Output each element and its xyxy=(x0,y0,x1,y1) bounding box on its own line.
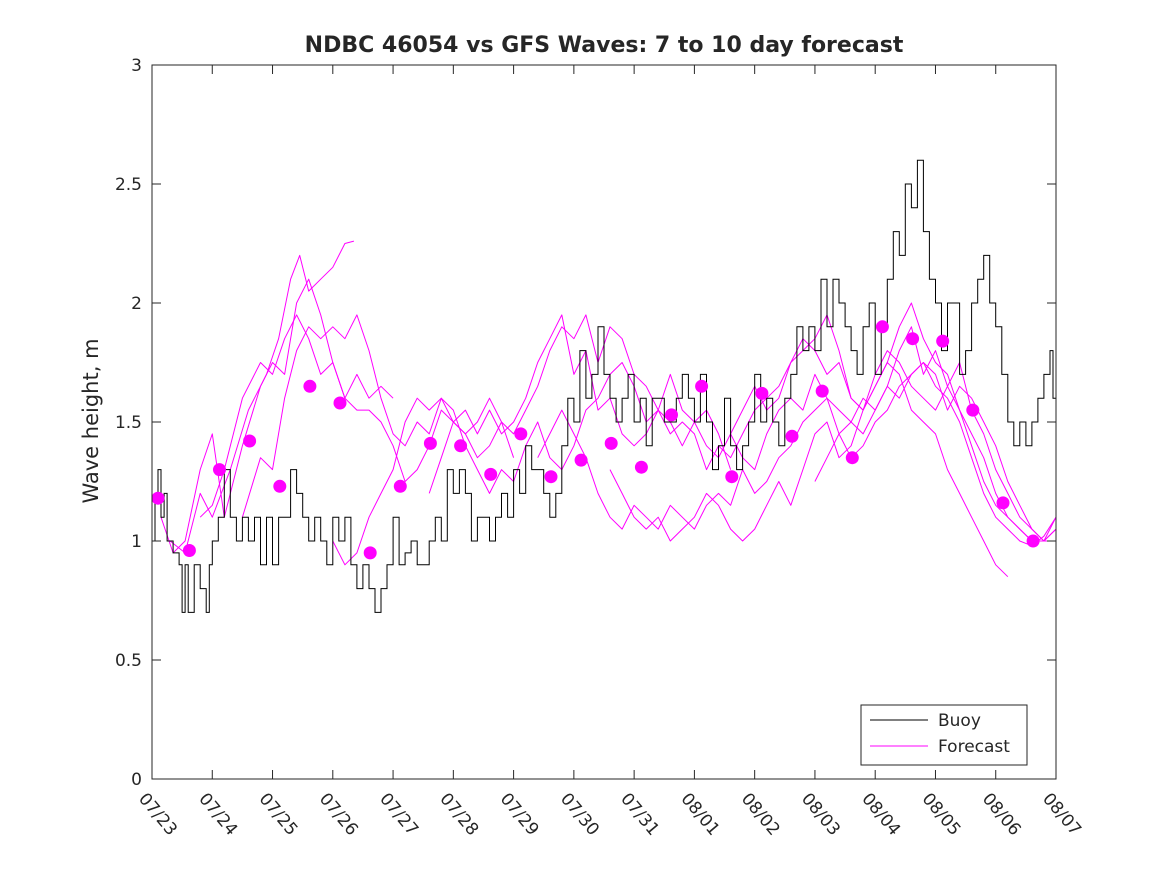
forecast-marker-10 xyxy=(423,436,437,450)
forecast-marker-19 xyxy=(695,379,709,393)
forecast-marker-22 xyxy=(785,429,799,443)
y-tick-label-3: 1.5 xyxy=(115,413,142,433)
forecast-line-2 xyxy=(169,240,355,554)
forecast-line-4 xyxy=(241,314,732,518)
forecast-marker-1 xyxy=(151,491,165,505)
forecast-marker-4 xyxy=(243,434,257,448)
forecast-marker-7 xyxy=(333,396,347,410)
forecast-marker-28 xyxy=(966,403,980,417)
forecast-line-1 xyxy=(160,278,394,554)
forecast-marker-9 xyxy=(393,479,407,493)
y-tick-label-1: 0.5 xyxy=(115,651,142,671)
forecast-marker-26 xyxy=(906,332,920,346)
legend-forecast-label: Forecast xyxy=(938,737,1010,757)
forecast-marker-3 xyxy=(213,463,226,477)
forecast-marker-5 xyxy=(273,479,287,493)
forecast-marker-23 xyxy=(815,384,829,398)
forecast-line-8 xyxy=(609,350,1057,542)
forecast-marker-2 xyxy=(182,544,196,557)
forecast-marker-17 xyxy=(634,460,648,474)
forecast-marker-8 xyxy=(363,546,377,560)
legend-buoy-label: Buoy xyxy=(938,711,981,731)
y-tick-label-5: 2.5 xyxy=(115,175,142,195)
forecast-marker-15 xyxy=(574,453,588,467)
forecast-marker-27 xyxy=(936,334,950,348)
y-tick-label-6: 3 xyxy=(131,56,142,76)
forecast-marker-20 xyxy=(725,470,739,484)
y-axis-label: Wave height, m xyxy=(79,338,103,503)
forecast-line-10 xyxy=(814,362,1056,542)
buoy-line xyxy=(152,159,1057,613)
forecast-line-6 xyxy=(428,302,1057,542)
forecast-marker-6 xyxy=(303,379,317,393)
legend: Buoy Forecast xyxy=(860,704,1028,766)
forecast-line-5 xyxy=(332,314,1009,578)
y-tick-label-0: 0 xyxy=(131,770,142,790)
forecast-marker-11 xyxy=(454,439,468,453)
forecast-marker-21 xyxy=(755,386,769,400)
forecast-marker-14 xyxy=(544,470,558,484)
forecast-marker-29 xyxy=(996,496,1010,510)
legend-box xyxy=(860,704,1028,766)
y-tick-label-2: 1 xyxy=(131,532,142,552)
y-tick-label-4: 2 xyxy=(131,294,142,314)
forecast-marker-18 xyxy=(665,408,678,422)
forecast-marker-12 xyxy=(484,467,498,481)
forecast-marker-30 xyxy=(1026,534,1040,548)
forecast-marker-13 xyxy=(514,427,528,441)
chart-title: NDBC 46054 vs GFS Waves: 7 to 10 day for… xyxy=(305,33,904,58)
forecast-marker-25 xyxy=(875,320,889,334)
forecast-marker-16 xyxy=(604,436,618,450)
forecast-marker-24 xyxy=(845,451,859,465)
